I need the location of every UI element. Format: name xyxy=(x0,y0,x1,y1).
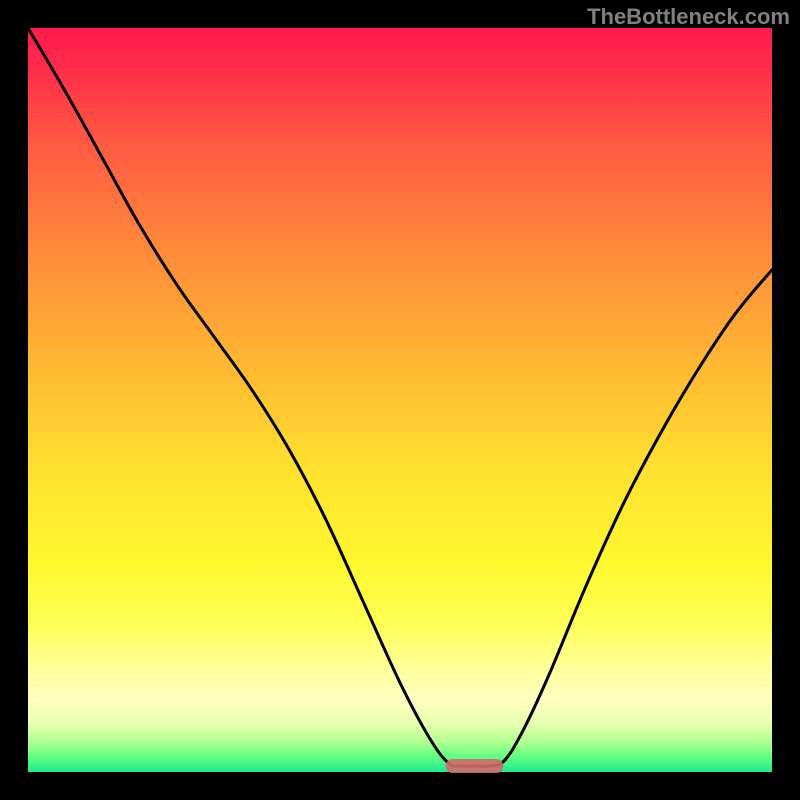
bottleneck-chart xyxy=(0,0,800,800)
watermark-text: TheBottleneck.com xyxy=(587,4,790,30)
plot-gradient-bg xyxy=(28,28,772,772)
optimal-range-marker xyxy=(445,759,503,773)
chart-container: TheBottleneck.com xyxy=(0,0,800,800)
